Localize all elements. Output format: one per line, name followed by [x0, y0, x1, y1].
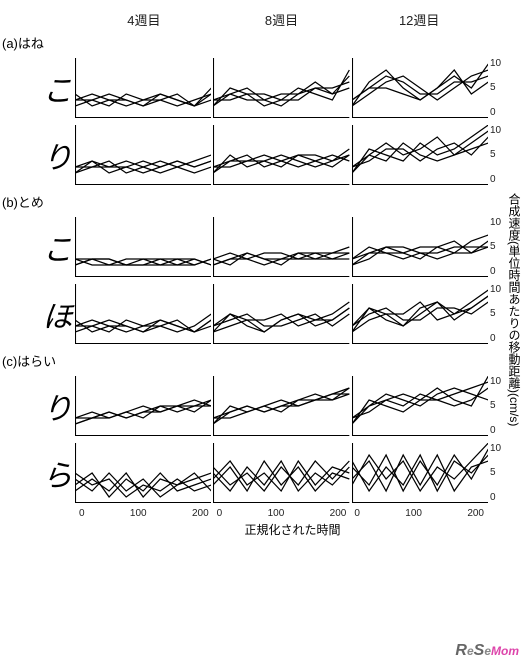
row-glyph: り [40, 133, 75, 177]
chart-row: こ 1050 [40, 213, 510, 280]
y-axis-label: 合成速度(単位時間あたりの移動距離)(cm/s) [506, 120, 523, 500]
chart-row: ほ 1050 [40, 280, 510, 347]
row-glyph: り [40, 384, 75, 428]
chart-panel [75, 443, 211, 503]
chart-panel [213, 284, 349, 344]
chart-panel [352, 217, 488, 277]
chart-panel [352, 443, 488, 503]
x-axis-ticks: 0100200 0100200 0100200 [75, 508, 510, 519]
chart-row: こ 1050 [40, 54, 510, 121]
chart-panel [213, 125, 349, 185]
chart-panel [213, 443, 349, 503]
section-label: (b)とめ [2, 192, 510, 211]
column-headers: 4週目 8週目 12週目 [75, 10, 510, 29]
chart-panel [213, 376, 349, 436]
chart-panel [75, 376, 211, 436]
row-glyph: こ [40, 225, 75, 269]
y-ticks: 1050 [488, 58, 510, 118]
row-glyph: ら [40, 451, 75, 495]
row-glyph: ほ [40, 292, 75, 336]
chart-panel [352, 125, 488, 185]
chart-panel [213, 217, 349, 277]
watermark: ReSeMom [455, 642, 519, 660]
chart-row: り 1050 [40, 121, 510, 188]
chart-panel [75, 125, 211, 185]
chart-panel [75, 217, 211, 277]
col-header-4wk: 4週目 [75, 10, 213, 29]
section-label: (a)はね [2, 33, 510, 52]
figure-grid: 4週目 8週目 12週目 (a)はね こ 1050 り [40, 10, 510, 538]
chart-panel [352, 58, 488, 118]
x-axis-label: 正規化された時間 [75, 521, 510, 538]
chart-row: り 1050 [40, 372, 510, 439]
chart-panel [213, 58, 349, 118]
col-header-12wk: 12週目 [350, 10, 488, 29]
chart-row: ら 1050 [40, 439, 510, 506]
row-glyph: こ [40, 66, 75, 110]
chart-panel [352, 376, 488, 436]
chart-panel [352, 284, 488, 344]
col-header-8wk: 8週目 [213, 10, 351, 29]
chart-panel [75, 58, 211, 118]
chart-panel [75, 284, 211, 344]
section-label: (c)はらい [2, 351, 510, 370]
